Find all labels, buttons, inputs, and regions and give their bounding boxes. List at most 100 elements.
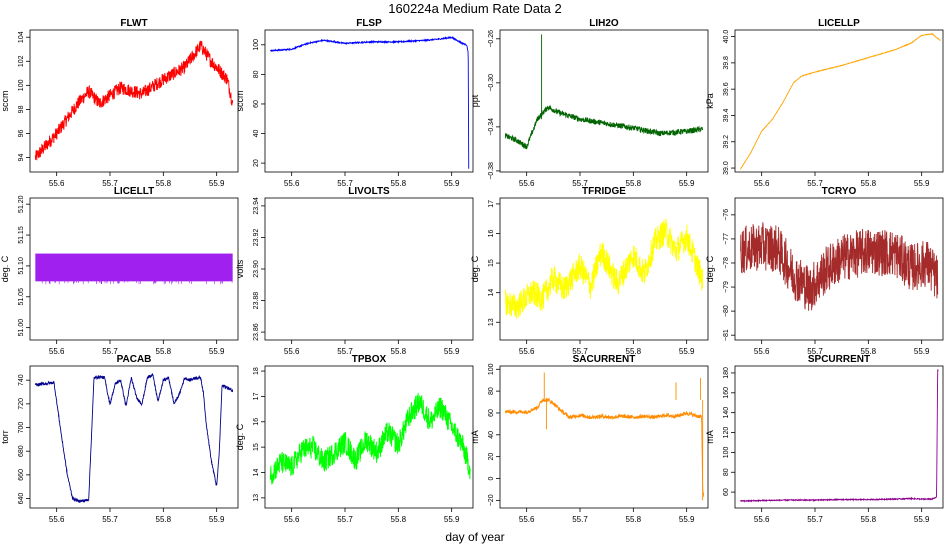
- plot-frame: [734, 197, 944, 341]
- panel-title: FLSP: [356, 18, 382, 29]
- y-tick-label: 120: [723, 427, 730, 439]
- y-tick-label: 40.0: [723, 30, 730, 44]
- y-tick-label: 40: [488, 431, 495, 439]
- series-line: [739, 369, 939, 503]
- y-tick-label: 17: [253, 392, 260, 400]
- series-line: [504, 218, 704, 319]
- y-tick-label: 40: [253, 130, 260, 138]
- x-tick-label: 55.8: [156, 179, 172, 188]
- y-tick-label: 640: [18, 493, 25, 505]
- plot-frame: [734, 365, 944, 509]
- x-tick-label: 55.6: [49, 515, 65, 524]
- y-tick-label: 700: [18, 422, 25, 434]
- x-tick-label: 55.7: [807, 515, 823, 524]
- y-tick-label: 60: [723, 488, 730, 496]
- y-tick-label: 39.0: [723, 161, 730, 175]
- x-tick-label: 55.6: [519, 347, 535, 356]
- y-tick-label: 60: [488, 409, 495, 417]
- x-tick-label: 55.6: [284, 515, 300, 524]
- panel-title: TPBOX: [352, 354, 387, 365]
- y-tick-label: 100: [723, 446, 730, 458]
- panel-livolts: LIVOLTS volts 55.6 55.7 55.8 55.9 23.86 23.88 23…: [235, 186, 474, 356]
- x-tick-label: 55.7: [337, 515, 353, 524]
- y-tick-label: 94: [18, 154, 25, 162]
- plot-frame: [29, 29, 239, 173]
- plot-frame: [499, 29, 709, 173]
- panel-title: SACURRENT: [573, 354, 636, 365]
- plot-frame: [734, 29, 944, 173]
- y-tick-label: 51.05: [18, 288, 25, 306]
- y-tick-label: 140: [723, 407, 730, 419]
- x-tick-label: 55.8: [391, 515, 407, 524]
- y-tick-label: 100: [253, 39, 260, 51]
- y-tick-label: 18: [253, 367, 260, 375]
- series-line: [34, 373, 234, 504]
- panel-title: LICELLP: [818, 18, 860, 29]
- y-tick-label: 60: [253, 100, 260, 108]
- x-tick-label: 55.8: [391, 347, 407, 356]
- plot-frame: [264, 197, 474, 341]
- y-tick-label: 660: [18, 469, 25, 481]
- x-tick-label: 55.9: [914, 347, 930, 356]
- y-tick-label: 23.90: [253, 260, 260, 278]
- x-tick-label: 55.8: [626, 347, 642, 356]
- panel-tpbox: TPBOX deg. C 55.6 55.7 55.8 55.9 13 14 15 16 17 18: [235, 354, 474, 524]
- series-band-edge: [41, 281, 233, 285]
- y-tick-label: −0.34: [488, 118, 495, 136]
- y-tick-label: 16: [488, 230, 495, 238]
- y-tick-label: −0.38: [488, 162, 495, 180]
- panel-spcurrent: SPCURRENT mA 55.6 55.7 55.8 55.9 60 80 100 120 140…: [705, 354, 944, 524]
- x-tick-label: 55.7: [807, 179, 823, 188]
- plot-frame: [29, 365, 239, 509]
- series-line: [269, 392, 471, 485]
- y-tick-label: 98: [18, 105, 25, 113]
- y-axis-label: torr: [0, 430, 10, 444]
- x-tick-label: 55.6: [754, 515, 770, 524]
- y-tick-label: 17: [488, 200, 495, 208]
- y-axis-label: volts: [235, 259, 245, 278]
- y-axis-label: sccm: [0, 91, 10, 112]
- y-tick-label: 14: [488, 289, 495, 297]
- y-tick-label: 680: [18, 445, 25, 457]
- plot-frame: [29, 197, 239, 341]
- series-line: [740, 222, 939, 311]
- panel-pacab: PACAB torr 55.6 55.7 55.8 55.9 640 660 680 700 720…: [0, 354, 239, 524]
- x-tick-label: 55.9: [444, 347, 460, 356]
- series-line: [504, 397, 705, 497]
- y-tick-label: 102: [18, 55, 25, 67]
- x-tick-label: 55.9: [679, 347, 695, 356]
- panel-title: FLWT: [120, 18, 147, 29]
- y-tick-label: 104: [18, 31, 25, 43]
- y-tick-label: 23.92: [253, 229, 260, 247]
- x-tick-label: 55.7: [102, 515, 118, 524]
- y-axis-label: deg. C: [705, 255, 715, 282]
- y-tick-label: −77: [723, 233, 730, 245]
- y-tick-label: 51.20: [18, 195, 25, 213]
- y-axis-label: mA: [470, 430, 480, 444]
- x-tick-label: 55.6: [754, 347, 770, 356]
- plot-frame: [499, 197, 709, 341]
- y-tick-label: 23.86: [253, 323, 260, 341]
- panel-tfridge: TFRIDGE deg. C 55.6 55.7 55.8 55.9 13 14 15 16 17: [470, 186, 709, 356]
- y-tick-label: 39.4: [723, 109, 730, 123]
- x-tick-label: 55.9: [444, 515, 460, 524]
- y-tick-label: 15: [488, 259, 495, 267]
- plot-frame: [264, 365, 474, 509]
- y-tick-label: 51.15: [18, 226, 25, 244]
- x-tick-label: 55.7: [572, 347, 588, 356]
- series-line: [504, 104, 704, 150]
- x-tick-label: 55.9: [209, 515, 225, 524]
- series-band: [35, 253, 233, 282]
- y-tick-label: 160: [723, 387, 730, 399]
- y-tick-label: −0.26: [488, 30, 495, 48]
- panel-sacurrent: SACURRENT mA 55.6 55.7 55.8 55.9 −20 0 20 40 60 80 1…: [470, 354, 709, 524]
- panel-title: PACAB: [117, 354, 152, 365]
- x-tick-label: 55.7: [102, 347, 118, 356]
- y-tick-label: 80: [488, 387, 495, 395]
- x-tick-label: 55.6: [519, 515, 535, 524]
- y-tick-label: −20: [488, 494, 495, 506]
- y-tick-label: 39.6: [723, 82, 730, 96]
- y-tick-label: 0: [488, 476, 495, 480]
- y-tick-label: 15: [253, 443, 260, 451]
